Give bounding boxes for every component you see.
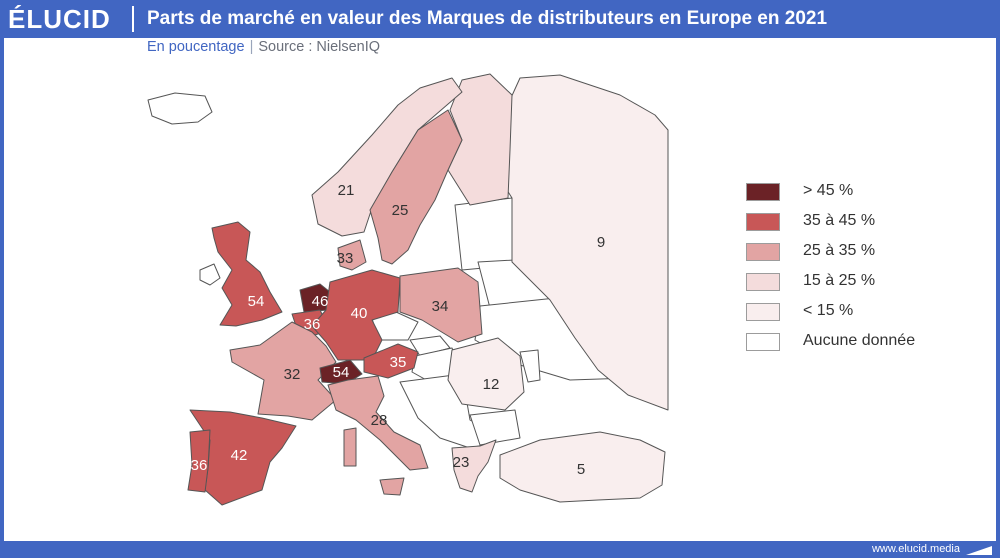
bulgaria [469, 409, 521, 446]
brand-mark-icon [966, 546, 992, 555]
footer-url[interactable]: www.elucid.media [871, 543, 960, 555]
label-germany: 40 [351, 305, 368, 322]
austria-shape [363, 343, 419, 379]
header-bar: ÉLUCID Parts de marché en valeur des Mar… [0, 0, 1000, 38]
greece-shape [451, 439, 497, 493]
legend-swatch [746, 333, 780, 351]
footer-bar [0, 541, 1000, 558]
subtitle-unit: En poucentage [147, 39, 245, 55]
label-greece: 23 [453, 454, 470, 471]
sweden-shape [369, 109, 463, 265]
label-netherlands: 46 [312, 293, 329, 310]
label-spain: 42 [231, 447, 248, 464]
legend-label: 15 à 25 % [803, 272, 876, 289]
legend-label: < 15 % [803, 302, 854, 319]
finland-shape [447, 73, 513, 206]
germany-shape [311, 269, 401, 361]
iceland [147, 92, 213, 125]
label-austria: 35 [390, 354, 407, 371]
label-france: 32 [284, 366, 301, 383]
legend-swatch [746, 273, 780, 291]
label-russia: 9 [597, 234, 605, 251]
moldova [519, 349, 541, 383]
norway-shape [311, 77, 463, 237]
legend-label: > 45 % [803, 182, 854, 199]
sicily-shape [379, 477, 405, 496]
label-romania: 12 [483, 376, 500, 393]
legend-swatch [746, 213, 780, 231]
italy-shape [327, 375, 429, 471]
portugal-shape [187, 429, 211, 493]
france-shape [229, 321, 337, 421]
right-border [996, 38, 1000, 542]
united-kingdom-shape [211, 221, 283, 327]
header-divider [132, 6, 134, 32]
romania-shape [447, 337, 525, 411]
label-poland: 34 [432, 298, 449, 315]
poland-shape [399, 267, 483, 343]
subtitle-source: Source : NielsenIQ [258, 39, 381, 55]
denmark-shape [337, 239, 367, 271]
ireland [199, 263, 221, 286]
baltics [454, 197, 516, 271]
brand-logo[interactable]: ÉLUCID [8, 4, 111, 34]
legend-swatch [746, 303, 780, 321]
legend-label: Aucune donnée [803, 332, 916, 349]
country-labels: 21 25 9 33 46 54 34 40 36 35 54 32 12 28… [191, 182, 606, 478]
legend-label: 35 à 45 % [803, 212, 876, 229]
label-norway: 21 [338, 182, 355, 199]
label-united-kingdom: 54 [248, 293, 265, 310]
subtitle: En poucentage | Source : NielsenIQ [147, 39, 380, 55]
left-border [0, 38, 4, 542]
sardinia-shape [343, 427, 357, 467]
legend-swatch [746, 183, 780, 201]
label-portugal: 36 [191, 457, 208, 474]
label-denmark: 33 [337, 250, 354, 267]
legend-swatch [746, 243, 780, 261]
page-title: Parts de marché en valeur des Marques de… [147, 8, 828, 29]
legend-label: 25 à 35 % [803, 242, 876, 259]
label-switzerland: 54 [333, 364, 350, 381]
turkey-shape [499, 431, 666, 503]
label-turkey: 5 [577, 461, 585, 478]
label-italy: 28 [371, 412, 388, 429]
label-belgium: 36 [304, 316, 321, 333]
subtitle-separator: | [249, 39, 254, 55]
label-sweden: 25 [392, 202, 409, 219]
